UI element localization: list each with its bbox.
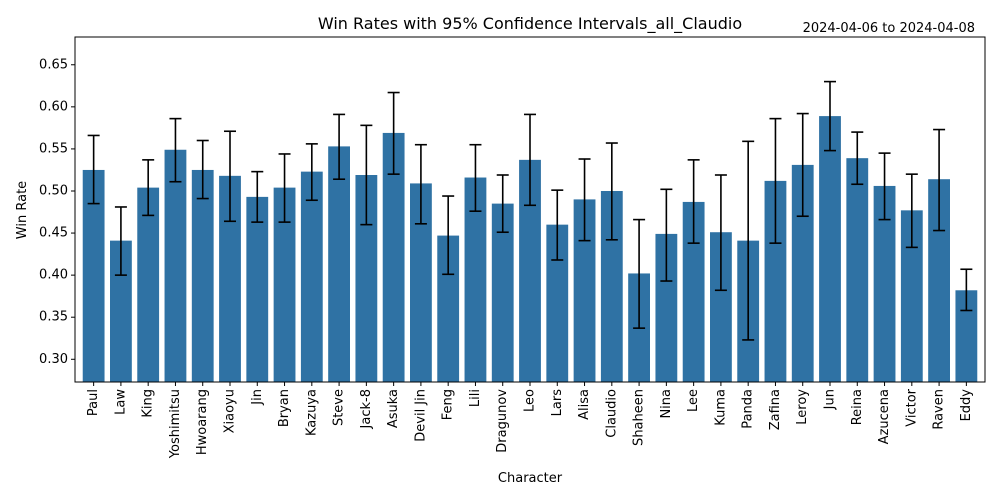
bar xyxy=(682,201,705,382)
bar xyxy=(246,196,269,382)
bar xyxy=(846,158,869,382)
bar xyxy=(873,185,896,382)
x-tick-label: Xiaoyu xyxy=(223,389,238,433)
bar xyxy=(219,175,241,382)
bar xyxy=(137,187,160,382)
bar xyxy=(710,232,732,382)
x-tick-label: Kazuya xyxy=(304,389,319,436)
bar xyxy=(819,116,841,382)
bar xyxy=(191,169,214,382)
x-tick-label: Jin xyxy=(250,389,265,406)
bar xyxy=(955,290,978,382)
x-tick-label: Zafina xyxy=(768,389,783,430)
y-tick-label: 0.55 xyxy=(39,141,68,156)
x-tick-label: Lili xyxy=(468,389,483,407)
x-tick-label: Paul xyxy=(86,389,101,416)
x-tick-label: Leroy xyxy=(795,389,810,425)
x-tick-label: Devil Jin xyxy=(413,389,428,442)
error-bars-layer xyxy=(87,80,973,341)
x-tick-label: Hwoarang xyxy=(195,389,210,455)
x-tick-label: Reina xyxy=(850,389,865,425)
bar xyxy=(110,240,132,382)
x-tick-label: Panda xyxy=(741,389,756,429)
x-tick-label: Law xyxy=(113,389,128,415)
y-tick-label: 0.50 xyxy=(39,183,68,198)
bar xyxy=(355,175,378,382)
x-tick-label: Lee xyxy=(686,389,701,412)
x-tick-label: Bryan xyxy=(277,389,292,427)
bar xyxy=(519,159,541,382)
y-tick-label: 0.35 xyxy=(39,310,68,325)
x-tick-label: Shaheen xyxy=(632,389,647,446)
bar xyxy=(300,171,323,382)
bar xyxy=(600,190,623,382)
bar xyxy=(546,224,569,382)
x-tick-label: Victor xyxy=(904,388,919,426)
x-tick-label: Raven xyxy=(932,389,947,430)
x-tick-label: Steve xyxy=(332,389,347,426)
bar xyxy=(791,164,814,382)
bar xyxy=(655,233,678,382)
bar xyxy=(491,203,514,382)
x-tick-label: Yoshimitsu xyxy=(168,389,183,459)
chart-title: Win Rates with 95% Confidence Intervals_… xyxy=(318,14,742,34)
x-tick-label: Lars xyxy=(550,389,565,417)
x-axis: Paul Law King Yoshimitsu Hwoarang Xiaoyu Jin Br… xyxy=(86,382,974,459)
bar xyxy=(273,187,296,382)
x-tick-label: Nina xyxy=(659,389,674,419)
y-tick-label: 0.30 xyxy=(39,352,68,367)
bar xyxy=(410,183,432,382)
bar xyxy=(382,132,405,382)
x-tick-label: Jun xyxy=(823,389,838,410)
bar xyxy=(328,146,350,382)
y-tick-label: 0.45 xyxy=(39,226,68,241)
x-tick-label: Dragunov xyxy=(495,389,510,453)
x-tick-label: Alisa xyxy=(577,389,592,420)
bar xyxy=(464,177,487,382)
y-axis-label: Win Rate xyxy=(15,181,30,239)
x-tick-label: Claudio xyxy=(604,389,619,438)
x-tick-label: Asuka xyxy=(386,389,401,428)
bar xyxy=(764,180,787,382)
y-axis: 0.30 0.35 0.40 0.45 0.50 0.55 0.60 0.65 xyxy=(39,57,75,367)
bar xyxy=(164,149,187,382)
x-tick-label: Feng xyxy=(441,389,456,420)
x-tick-label: Azucena xyxy=(877,389,892,444)
bar xyxy=(82,169,105,382)
bar xyxy=(573,199,596,382)
bar xyxy=(900,210,923,382)
x-axis-label: Character xyxy=(498,471,563,486)
y-tick-label: 0.60 xyxy=(39,99,68,114)
x-tick-label: Jack-8 xyxy=(359,389,374,429)
x-tick-label: Eddy xyxy=(959,389,974,422)
date-range-label: 2024-04-06 to 2024-04-08 xyxy=(803,21,975,36)
y-tick-label: 0.40 xyxy=(39,268,68,283)
x-tick-label: King xyxy=(141,389,156,418)
x-tick-label: Kuma xyxy=(713,389,728,426)
x-tick-label: Leo xyxy=(523,389,538,412)
y-tick-label: 0.65 xyxy=(39,57,68,72)
bars-layer xyxy=(82,116,978,382)
bar xyxy=(437,235,460,382)
